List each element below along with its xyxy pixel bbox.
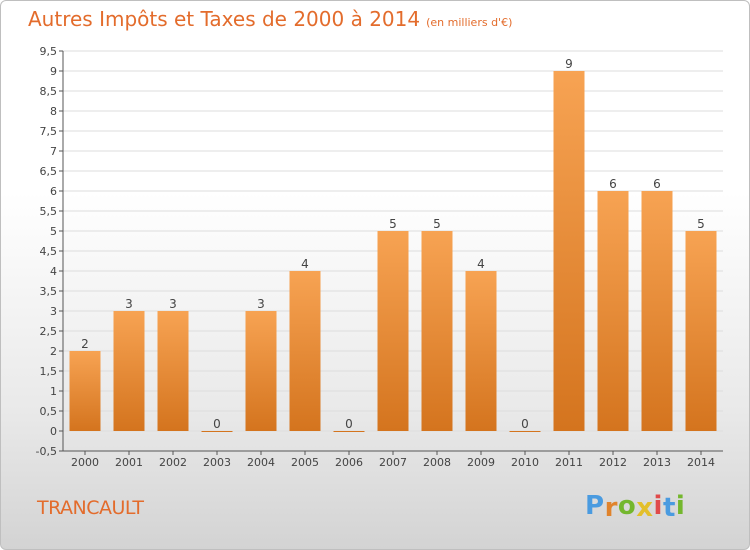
- bar-2006: [333, 431, 365, 432]
- logo-letter: i: [675, 491, 686, 521]
- bar-2009: [465, 271, 497, 431]
- y-tick-label: 2: [50, 345, 57, 358]
- x-tick-label-2009: 2009: [467, 456, 495, 469]
- y-tick-label: -0,5: [36, 445, 57, 458]
- logo-letter: x: [636, 493, 654, 523]
- y-tick-label: 4: [50, 265, 57, 278]
- x-tick-label-2001: 2001: [115, 456, 143, 469]
- data-label-2009: 4: [477, 257, 485, 271]
- proxiti-logo: Proxiti: [585, 491, 686, 523]
- bar-2013: [641, 191, 673, 431]
- y-tick-label: 4,5: [40, 245, 58, 258]
- labels: -0,5 0 0,5 1 1,5 2 2,5 3 3,5 4 4,5 5 5,5 6 6,5 7 7,5 8 8,5…: [36, 45, 715, 469]
- bar-2010: [509, 431, 541, 432]
- bar-2014: [685, 231, 717, 431]
- bars: [69, 71, 717, 432]
- bar-2011: [553, 71, 585, 431]
- logo-letter: P: [585, 491, 605, 521]
- bar-2005: [289, 271, 321, 431]
- x-tick-label-2000: 2000: [71, 456, 99, 469]
- y-tick-label: 0,5: [40, 405, 58, 418]
- y-tick-label: 5: [50, 225, 57, 238]
- commune-name: TRANCAULT: [37, 497, 144, 519]
- data-label-2008: 5: [433, 217, 441, 231]
- y-tick-label: 9: [50, 65, 57, 78]
- chart-title: Autres Impôts et Taxes de 2000 à 2014 (en…: [28, 7, 512, 31]
- y-tick-label: 6,5: [40, 165, 58, 178]
- data-label-2011: 9: [565, 57, 573, 71]
- bar-2012: [597, 191, 629, 431]
- data-label-2014: 5: [697, 217, 705, 231]
- axes: [59, 50, 723, 455]
- bar-2001: [113, 311, 145, 431]
- data-label-2006: 0: [345, 417, 353, 431]
- data-label-2005: 4: [301, 257, 309, 271]
- x-tick-label-2011: 2011: [555, 456, 583, 469]
- data-label-2010: 0: [521, 417, 529, 431]
- y-tick-label: 7: [50, 145, 57, 158]
- bar-2007: [377, 231, 409, 431]
- chart-title-unit: (en milliers d'€): [426, 16, 513, 29]
- chart-title-main: Autres Impôts et Taxes de 2000 à 2014: [28, 7, 421, 31]
- y-tick-label: 7,5: [40, 125, 58, 138]
- y-tick-label: 1,5: [40, 365, 58, 378]
- logo-letter: i: [653, 491, 663, 521]
- data-label-2007: 5: [389, 217, 397, 231]
- data-label-2001: 3: [125, 297, 133, 311]
- y-tick-label: 6: [50, 185, 57, 198]
- data-label-2002: 3: [169, 297, 177, 311]
- y-tick-label: 5,5: [40, 205, 58, 218]
- y-tick-label: 9,5: [40, 45, 58, 58]
- logo-letter: o: [617, 491, 637, 521]
- y-tick-label: 3: [50, 305, 57, 318]
- logo-letter: t: [662, 493, 676, 523]
- data-label-2004: 3: [257, 297, 265, 311]
- x-tick-label-2006: 2006: [335, 456, 363, 469]
- x-tick-label-2004: 2004: [247, 456, 275, 469]
- y-tick-label: 0: [50, 425, 57, 438]
- x-tick-label-2008: 2008: [423, 456, 451, 469]
- bar-2004: [245, 311, 277, 431]
- bar-2008: [421, 231, 453, 431]
- data-label-2003: 0: [213, 417, 221, 431]
- x-tick-label-2002: 2002: [159, 456, 187, 469]
- y-tick-label: 8,5: [40, 85, 58, 98]
- y-tick-label: 2,5: [40, 325, 58, 338]
- bar-2000: [69, 351, 101, 431]
- y-tick-label: 3,5: [40, 285, 58, 298]
- data-label-2000: 2: [81, 337, 89, 351]
- y-tick-label: 8: [50, 105, 57, 118]
- data-label-2013: 6: [653, 177, 661, 191]
- x-tick-label-2012: 2012: [599, 456, 627, 469]
- bar-2002: [157, 311, 189, 431]
- bar-2003: [201, 431, 233, 432]
- x-tick-label-2013: 2013: [643, 456, 671, 469]
- x-tick-label-2010: 2010: [511, 456, 539, 469]
- x-tick-label-2003: 2003: [203, 456, 231, 469]
- data-label-2012: 6: [609, 177, 617, 191]
- x-tick-label-2005: 2005: [291, 456, 319, 469]
- x-tick-label-2014: 2014: [687, 456, 715, 469]
- x-tick-label-2007: 2007: [379, 456, 407, 469]
- logo-letter: r: [604, 493, 618, 523]
- y-tick-label: 1: [50, 385, 57, 398]
